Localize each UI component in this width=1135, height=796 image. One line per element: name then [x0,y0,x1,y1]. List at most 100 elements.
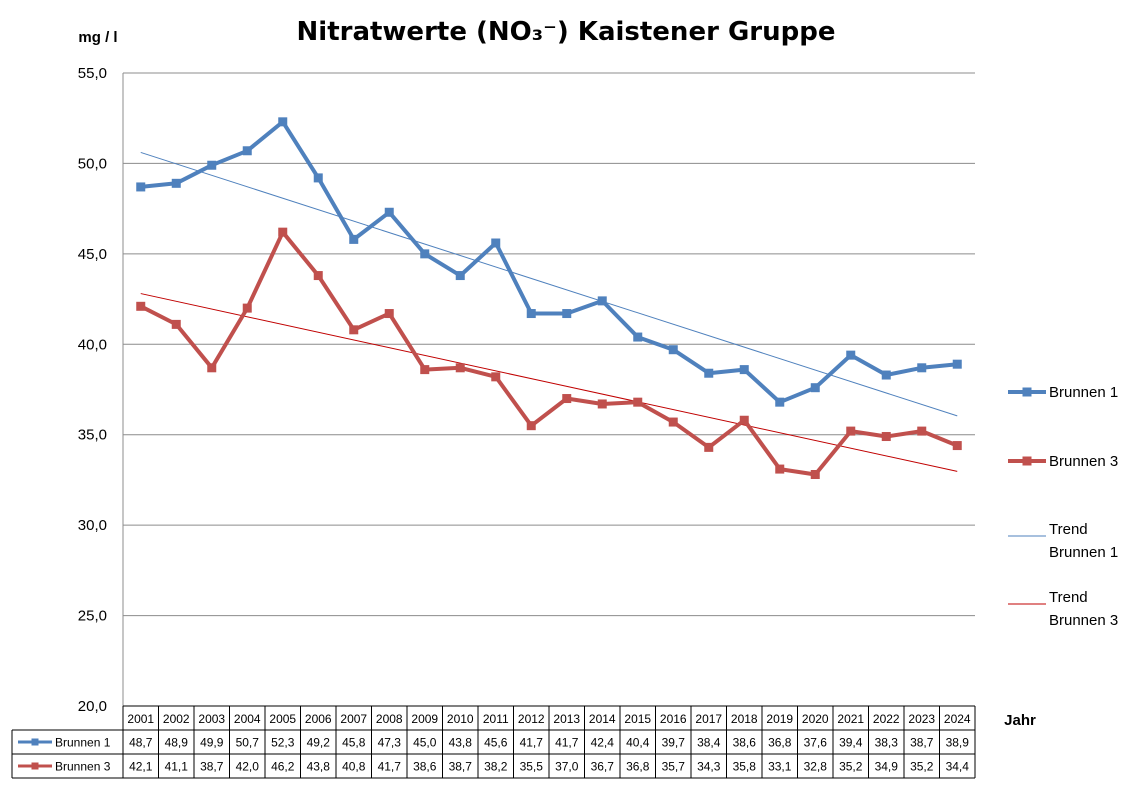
chart-title: Nitratwerte (NO₃⁻) Kaistener Gruppe [297,17,836,47]
table-cell: 47,3 [378,736,402,750]
x-tick-label: 2019 [766,712,793,726]
table-cell: 50,7 [236,736,260,750]
x-tick-label: 2006 [305,712,332,726]
data-table: 2001 2002 2003 2004 2005 2006 2007 2008 2009 2010… [11,705,976,779]
trendlines [140,151,958,472]
table-cell: 39,7 [662,736,686,750]
legend-trend-label-line2: Brunnen 1 [1049,544,1118,561]
x-tick-label: 2018 [731,712,758,726]
data-point [242,146,252,156]
table-cell: 48,9 [165,736,189,750]
table-legend-marker [31,762,39,770]
table-cell: 36,8 [768,736,792,750]
data-point [633,397,643,407]
table-cell: 38,4 [697,736,721,750]
table-cell: 38,6 [733,736,757,750]
table-cell: 41,1 [165,760,189,774]
y-tick-label: 20,0 [78,698,107,715]
legend-marker [1022,387,1032,397]
table-cell: 34,9 [875,760,899,774]
data-point [171,178,181,188]
data-point [668,417,678,427]
x-tick-label: 2001 [127,712,154,726]
y-tick-label: 30,0 [78,517,107,534]
data-point [455,363,465,373]
x-tick-label: 2022 [873,712,900,726]
x-tick-label: 2003 [198,712,225,726]
data-point [562,309,572,319]
y-tick-label: 35,0 [78,427,107,444]
table-row-label: Brunnen 3 [55,760,111,774]
data-point [597,399,607,409]
table-cell: 38,7 [200,760,224,774]
data-point [349,325,359,335]
y-axis-unit: mg / l [78,29,117,46]
x-tick-label: 2011 [483,712,509,726]
y-tick-label: 50,0 [78,155,107,172]
table-cell: 32,8 [804,760,828,774]
x-tick-label: 2021 [837,712,864,726]
table-cell: 36,7 [591,760,615,774]
data-point [491,238,501,248]
data-point [526,309,536,319]
legend-trend-label-line1: Trend [1049,521,1088,538]
table-cell: 39,4 [839,736,863,750]
x-tick-label: 2023 [908,712,935,726]
table-cell: 45,0 [413,736,437,750]
table-cell: 46,2 [271,760,295,774]
table-cell: 38,2 [484,760,508,774]
x-tick-label: 2013 [553,712,580,726]
x-tick-label: 2010 [447,712,474,726]
table-cell: 38,9 [946,736,970,750]
legend-trend-label-line1: Trend [1049,589,1088,606]
table-cell: 49,9 [200,736,224,750]
data-point [136,301,146,311]
table-cell: 38,3 [875,736,899,750]
series-lines [136,117,962,480]
table-cell: 42,4 [591,736,615,750]
table-cell: 45,6 [484,736,508,750]
data-point [881,432,891,442]
series-line [140,119,958,405]
data-point [739,415,749,425]
table-cell: 41,7 [378,760,402,774]
table-cell: 35,8 [733,760,757,774]
x-tick-label: 2020 [802,712,829,726]
data-point [633,332,643,342]
data-point [597,296,607,306]
data-point [491,372,501,382]
y-tick-label: 40,0 [78,336,107,353]
data-point [420,249,430,259]
gridlines [122,72,975,707]
table-cell: 48,7 [129,736,153,750]
table-cell: 35,2 [910,760,934,774]
x-tick-label: 2005 [269,712,296,726]
data-point [313,173,323,183]
table-cell: 34,4 [946,760,970,774]
data-point [420,365,430,375]
data-point [171,319,181,329]
data-point [136,182,146,192]
y-axis-ticks: 55,0 50,0 45,0 40,0 35,0 30,0 25,0 20,0 [78,65,107,715]
data-point [704,442,714,452]
legend-trend-label-line2: Brunnen 3 [1049,612,1118,629]
table-cell: 38,6 [413,760,437,774]
x-tick-label: 2024 [944,712,971,726]
data-point [207,363,217,373]
data-point [739,365,749,375]
table-cell: 37,6 [804,736,828,750]
x-tick-label: 2002 [163,712,190,726]
data-point [846,350,856,360]
data-point [952,359,962,369]
data-point [384,309,394,319]
data-point [207,160,217,170]
table-cell: 49,2 [307,736,331,750]
x-tick-label: 2017 [695,712,722,726]
data-point [881,370,891,380]
table-legend-marker [31,738,39,746]
trendline [140,151,958,417]
y-tick-label: 45,0 [78,246,107,263]
x-tick-label: 2007 [340,712,367,726]
x-tick-label: 2014 [589,712,616,726]
x-tick-label: 2009 [411,712,438,726]
